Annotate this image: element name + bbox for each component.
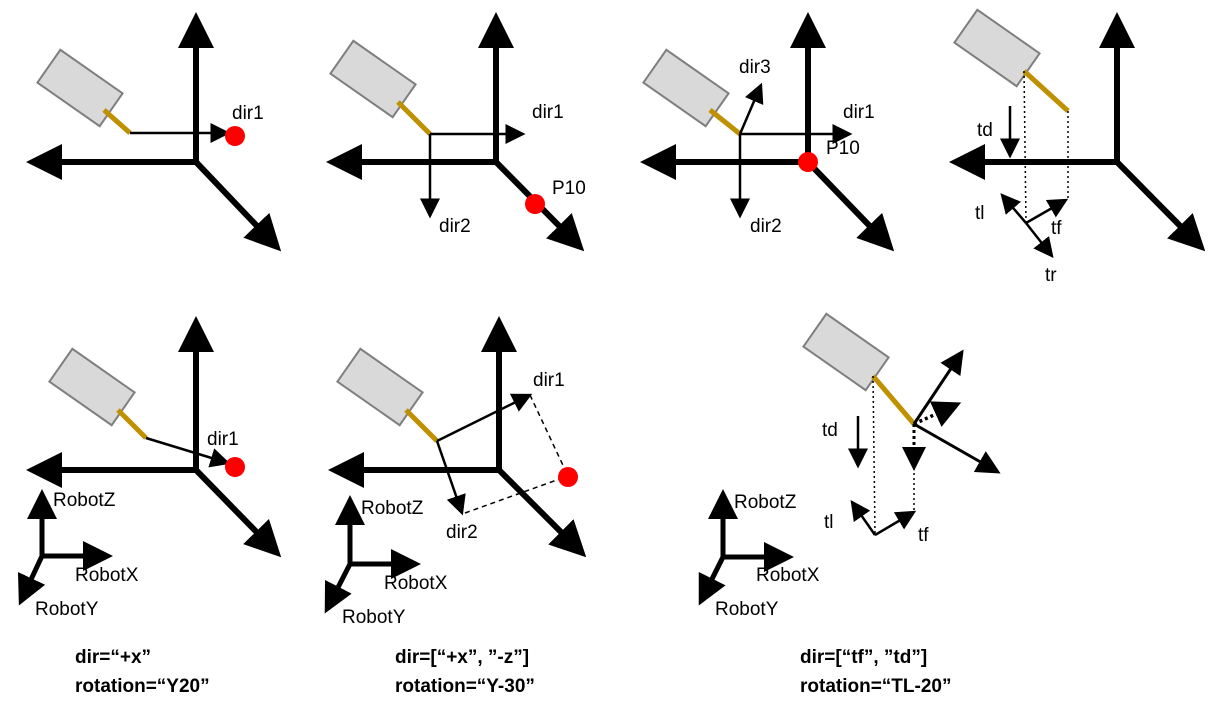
caption-rotation: rotation=“TL-20” bbox=[800, 676, 951, 697]
dir2-label: dir2 bbox=[750, 216, 782, 237]
tool-axis-up bbox=[912, 349, 964, 425]
robot-y-axis bbox=[698, 555, 726, 606]
robot-frame: RobotZ RobotX RobotY bbox=[698, 489, 820, 620]
welding-torch bbox=[36, 48, 132, 135]
welding-torch bbox=[329, 39, 432, 136]
dir1-label: dir1 bbox=[533, 370, 565, 391]
torch-wire bbox=[116, 408, 148, 440]
world-axes bbox=[26, 12, 282, 252]
torch-wire bbox=[708, 108, 742, 136]
tf-arrow bbox=[1025, 198, 1069, 225]
dir2-arrow bbox=[435, 440, 466, 516]
torch-body bbox=[953, 8, 1041, 88]
tr-label: tr bbox=[1045, 265, 1057, 286]
torch-body bbox=[36, 48, 124, 128]
world-axes bbox=[26, 316, 282, 558]
dir1-arrow bbox=[145, 436, 231, 468]
panel-7: td tl tf RobotZ RobotX RobotY dir=[“tf”,… bbox=[698, 312, 1001, 697]
torch-wire bbox=[102, 108, 132, 135]
robot-x-label: RobotX bbox=[75, 565, 139, 586]
tool-axis-rotated bbox=[913, 401, 962, 427]
tl-label: tl bbox=[975, 203, 985, 224]
parallelogram-edge bbox=[464, 475, 569, 514]
welding-torch bbox=[48, 347, 148, 440]
dir1-label: dir1 bbox=[532, 102, 564, 123]
welding-torch bbox=[802, 312, 916, 426]
dir2-label: dir2 bbox=[439, 216, 471, 237]
dir1-arrow bbox=[436, 393, 533, 443]
panel-4: td tl tf tr bbox=[949, 8, 1206, 286]
robot-z-label: RobotZ bbox=[734, 492, 797, 513]
parallelogram-edge bbox=[529, 394, 569, 477]
robot-y-label: RobotY bbox=[35, 599, 99, 620]
tf-arrow bbox=[874, 510, 917, 537]
caption-dir: dir=[“tf”, ”td”] bbox=[800, 647, 927, 668]
target-point bbox=[558, 467, 578, 487]
tl-arrow bbox=[1000, 193, 1027, 224]
robot-frame: RobotZ RobotX RobotY bbox=[17, 489, 139, 620]
robot-z-label: RobotZ bbox=[53, 490, 116, 511]
target-point bbox=[798, 152, 818, 172]
torch-body bbox=[48, 347, 136, 427]
robot-y-axis bbox=[17, 554, 46, 606]
torch-wire bbox=[871, 374, 916, 426]
tl-arrow bbox=[850, 499, 877, 536]
world-axes bbox=[949, 12, 1206, 252]
caption-rotation: rotation=“Y-30” bbox=[395, 676, 535, 697]
td-label: td bbox=[822, 420, 838, 441]
target-point bbox=[225, 457, 245, 477]
td-label: td bbox=[977, 120, 993, 141]
axis-diagonal bbox=[1114, 159, 1206, 252]
caption-dir: dir=[“+x”, ”-z”] bbox=[395, 647, 529, 668]
point-label: P10 bbox=[826, 138, 860, 159]
tool-axis-right bbox=[913, 422, 1001, 474]
world-axes bbox=[640, 12, 895, 252]
welding-torch bbox=[953, 8, 1070, 113]
tf-label: tf bbox=[918, 525, 929, 546]
robot-z-label: RobotZ bbox=[361, 498, 424, 519]
target-point bbox=[225, 126, 245, 146]
welding-torch bbox=[336, 347, 439, 443]
torch-wire bbox=[396, 100, 432, 136]
dir1-label: dir1 bbox=[207, 429, 239, 450]
tl-label: tl bbox=[824, 512, 834, 533]
world-axes bbox=[328, 316, 587, 558]
axis-diagonal bbox=[193, 159, 282, 252]
axis-diagonal bbox=[496, 467, 587, 558]
dir3-label: dir3 bbox=[739, 57, 771, 78]
torch-body bbox=[329, 39, 417, 119]
axis-diagonal bbox=[193, 467, 282, 558]
tr-arrow bbox=[1025, 222, 1054, 258]
point-label: P10 bbox=[552, 178, 586, 199]
panel-2: dir1 dir2 P10 bbox=[326, 12, 586, 252]
robot-y-label: RobotY bbox=[715, 599, 779, 620]
robot-y-label: RobotY bbox=[342, 607, 406, 628]
dir2-label: dir2 bbox=[446, 522, 478, 543]
dir1-label: dir1 bbox=[232, 103, 264, 124]
projection-line bbox=[1023, 70, 1027, 224]
axis-diagonal bbox=[805, 159, 895, 252]
tf-label: tf bbox=[1051, 218, 1062, 239]
torch-wire bbox=[1022, 69, 1070, 113]
torch-body bbox=[802, 312, 890, 392]
dir1-label: dir1 bbox=[843, 102, 875, 123]
torch-body bbox=[336, 347, 424, 427]
panel-1: dir1 bbox=[26, 12, 282, 252]
projection-line bbox=[872, 375, 876, 536]
robot-x-label: RobotX bbox=[384, 573, 448, 594]
caption-rotation: rotation=“Y20” bbox=[75, 676, 210, 697]
torch-body bbox=[642, 48, 730, 128]
panel-5: dir1 RobotZ RobotX RobotY dir=“+x” rotat… bbox=[17, 316, 282, 697]
welding-torch bbox=[642, 48, 742, 136]
robot-frame: RobotZ RobotX RobotY bbox=[324, 495, 448, 628]
dir3-arrow bbox=[738, 82, 764, 135]
panel-6: dir1 dir2 RobotZ RobotX RobotY dir=[“+x”… bbox=[324, 316, 587, 697]
torch-wire bbox=[404, 408, 439, 443]
caption-dir: dir=“+x” bbox=[75, 647, 151, 668]
target-point bbox=[525, 194, 545, 214]
robot-y-axis bbox=[324, 562, 353, 614]
robot-x-label: RobotX bbox=[756, 565, 820, 586]
panel-3: dir1 dir2 dir3 P10 bbox=[640, 12, 895, 252]
